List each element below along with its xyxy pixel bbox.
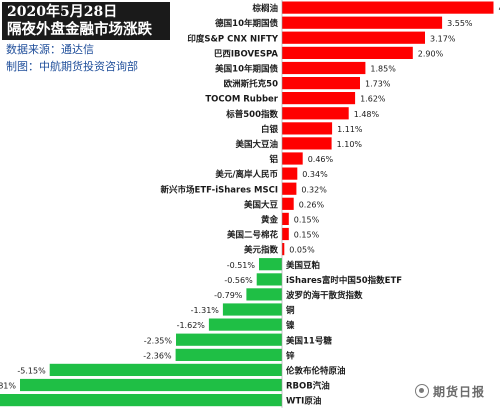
- value-label-5: 1.73%: [365, 80, 391, 89]
- bar-0: [282, 1, 494, 14]
- category-label-19: 波罗的海干散货指数: [286, 290, 363, 301]
- value-label-15: 0.15%: [294, 231, 320, 240]
- bar-7: [282, 107, 349, 120]
- bar-3: [282, 46, 413, 59]
- category-label-18: iShares富时中国50指数ETF: [286, 275, 402, 286]
- category-label-26: WTI原油: [286, 396, 321, 407]
- category-label-24: 伦敦布伦特原油: [286, 365, 346, 376]
- producer-text: 制图：中航期货投资咨询部: [6, 60, 138, 73]
- bar-17: [259, 258, 282, 271]
- category-label-1: 德国10年期国债: [215, 18, 278, 29]
- category-label-7: 标普500指数: [225, 109, 278, 120]
- category-label-21: 镍: [286, 320, 295, 331]
- bar-26: [0, 394, 282, 407]
- value-label-11: 0.34%: [302, 170, 328, 179]
- bar-15: [282, 227, 289, 241]
- value-label-14: 0.15%: [294, 216, 320, 225]
- watermark-text: 期货日报: [433, 385, 486, 399]
- bar-13: [282, 197, 294, 210]
- bar-16: [282, 243, 285, 256]
- category-label-25: RBOB汽油: [286, 381, 330, 392]
- category-label-15: 美国二号棉花: [227, 230, 279, 241]
- category-label-3: 巴西IBOVESPA: [214, 49, 279, 59]
- bar-1: [282, 16, 443, 29]
- category-label-16: 美元指数: [244, 245, 279, 256]
- value-label-8: 1.11%: [337, 125, 363, 134]
- bar-25: [20, 378, 282, 392]
- category-label-22: 美国11号糖: [286, 335, 332, 346]
- bar-11: [282, 167, 298, 180]
- category-label-11: 美元/离岸人民币: [215, 169, 278, 180]
- category-label-2: 印度S&P CNX NIFTY: [187, 33, 278, 44]
- value-label-16: 0.05%: [289, 246, 315, 255]
- data-source-text: 数据来源：通达信: [6, 43, 94, 56]
- bar-8: [282, 122, 333, 135]
- bar-23: [175, 348, 282, 361]
- bar-20: [222, 303, 282, 316]
- bar-12: [282, 182, 297, 195]
- bar-21: [208, 318, 282, 331]
- value-label-2: 3.17%: [430, 34, 456, 43]
- value-label-22: -2.35%: [144, 336, 173, 345]
- bar-6: [282, 92, 356, 105]
- value-label-21: -1.62%: [177, 321, 206, 330]
- value-label-3: 2.90%: [418, 49, 444, 58]
- value-label-13: 0.26%: [299, 200, 325, 209]
- value-label-23: -2.36%: [143, 351, 172, 360]
- value-label-12: 0.32%: [301, 185, 327, 194]
- value-label-0: 4.69%: [499, 4, 500, 13]
- chart-title: 隔夜外盘金融市场涨跌: [7, 22, 152, 38]
- watermark: 期货日报: [415, 382, 497, 400]
- bar-14: [282, 212, 289, 225]
- bar-2: [282, 31, 425, 44]
- value-label-24: -5.15%: [17, 366, 46, 375]
- category-label-14: 黄金: [261, 215, 279, 226]
- category-label-20: 铜: [286, 305, 295, 316]
- bar-19: [246, 288, 282, 301]
- value-label-7: 1.48%: [354, 110, 380, 119]
- bar-24: [49, 363, 283, 376]
- category-label-5: 欧洲斯托克50: [224, 79, 278, 90]
- category-label-9: 美国大豆油: [235, 139, 278, 150]
- title-box: 2020年5月28日 隔夜外盘金融市场涨跌: [2, 2, 170, 40]
- value-label-10: 0.46%: [308, 155, 334, 164]
- category-label-13: 美国大豆: [244, 199, 279, 210]
- value-label-19: -0.79%: [214, 291, 243, 300]
- value-label-6: 1.62%: [360, 95, 386, 104]
- wechat-logo-icon: [415, 384, 429, 398]
- bar-9: [282, 137, 332, 150]
- chart-date: 2020年5月28日: [7, 4, 118, 20]
- value-label-4: 1.85%: [370, 65, 396, 74]
- value-label-9: 1.10%: [337, 140, 363, 149]
- bar-5: [282, 77, 360, 90]
- value-label-1: 3.55%: [447, 19, 473, 28]
- value-label-17: -0.51%: [227, 261, 256, 270]
- category-label-4: 美国10年期国债: [215, 64, 278, 75]
- value-label-20: -1.31%: [191, 306, 220, 315]
- category-label-8: 白银: [261, 124, 279, 135]
- category-label-17: 美国豆粕: [286, 260, 320, 271]
- category-label-6: TOCOM Rubber: [205, 95, 278, 105]
- category-label-0: 棕榈油: [251, 3, 278, 14]
- bar-10: [282, 152, 303, 165]
- category-label-23: 锌: [286, 350, 295, 361]
- bar-4: [282, 61, 366, 75]
- category-label-10: 铝: [269, 154, 278, 165]
- value-label-18: -0.56%: [224, 276, 253, 285]
- bar-22: [176, 333, 282, 346]
- bar-18: [256, 273, 282, 286]
- value-label-25: -5.81%: [0, 382, 16, 391]
- category-label-12: 新兴市场ETF-iShares MSCI: [161, 184, 278, 195]
